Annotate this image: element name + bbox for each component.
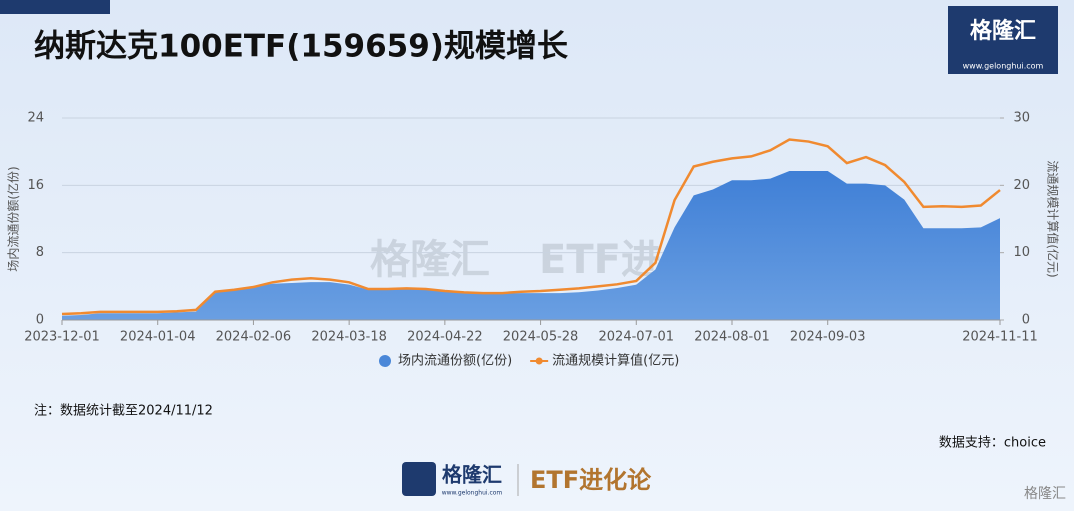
y2-tick-label: 10 <box>1013 245 1030 260</box>
footer-icon <box>402 462 436 496</box>
logo-url: www.gelonghui.com <box>963 62 1044 71</box>
footer-logo: 格隆汇 <box>442 463 502 487</box>
y-tick-label: 24 <box>27 111 44 126</box>
watermark-logo: 格隆汇 <box>370 237 490 283</box>
top-tab <box>0 0 110 14</box>
y2-tick-label: 30 <box>1013 111 1030 126</box>
logo-box <box>948 6 1058 74</box>
corner-logo: 格隆汇 <box>1024 486 1066 502</box>
x-tick-label: 2023-12-01 <box>24 330 100 345</box>
x-tick-label: 2024-04-22 <box>407 330 483 345</box>
legend-label: 场内流通份额(亿份) <box>398 353 512 369</box>
y-tick-label: 8 <box>36 245 44 260</box>
x-tick-label: 2024-07-01 <box>599 330 675 345</box>
y-axis-label: 场内流通份额(亿份) <box>6 166 21 271</box>
y-tick-label: 0 <box>36 313 44 328</box>
x-tick-label: 2024-02-06 <box>216 330 292 345</box>
note: 注：数据统计截至2024/11/12 <box>34 404 213 419</box>
legend-marker <box>379 355 391 367</box>
y-tick-label: 16 <box>27 178 44 193</box>
logo-name: 格隆汇 <box>970 18 1036 44</box>
x-tick-label: 2024-08-01 <box>694 330 770 345</box>
legend-marker <box>535 357 543 365</box>
y2-axis-label: 流通规模计算值(亿元) <box>1046 160 1061 277</box>
x-tick-label: 2024-11-11 <box>962 330 1038 345</box>
y2-tick-label: 0 <box>1022 313 1030 328</box>
x-tick-label: 2024-01-04 <box>120 330 196 345</box>
footer-url: www.gelonghui.com <box>442 490 503 497</box>
area <box>62 171 1000 320</box>
x-tick-label: 2024-03-18 <box>311 330 387 345</box>
source: 数据支持：choice <box>939 436 1046 451</box>
y2-tick-label: 20 <box>1013 178 1030 193</box>
x-tick-label: 2024-09-03 <box>790 330 866 345</box>
footer-column: ETF进化论 <box>530 466 652 494</box>
chart-title: 纳斯达克100ETF(159659)规模增长 <box>34 29 568 65</box>
x-tick-label: 2024-05-28 <box>503 330 579 345</box>
line <box>61 138 1001 316</box>
legend-label: 流通规模计算值(亿元) <box>552 353 679 369</box>
